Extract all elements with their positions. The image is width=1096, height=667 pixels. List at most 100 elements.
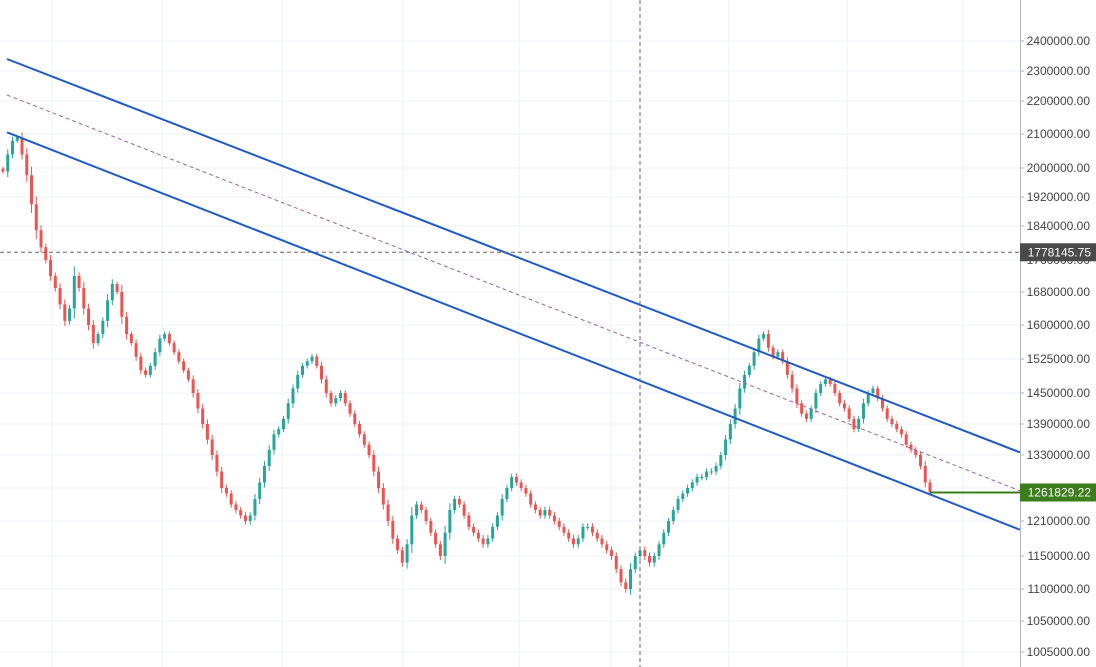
candle-down xyxy=(462,504,466,516)
y-tick-label: 2200000.00 xyxy=(1027,94,1091,108)
candle-down xyxy=(324,379,328,393)
candle-down xyxy=(243,515,247,521)
candle-down xyxy=(605,544,609,551)
candle-down xyxy=(315,356,319,366)
candle-down xyxy=(115,284,119,292)
candle-down xyxy=(210,439,214,455)
candle-up xyxy=(148,365,152,375)
candle-up xyxy=(662,532,666,545)
candle-up xyxy=(586,526,590,528)
candle-down xyxy=(177,352,181,362)
candle-down xyxy=(842,403,846,409)
candle-up xyxy=(581,526,585,539)
candle-up xyxy=(857,418,861,430)
candle-down xyxy=(457,499,461,505)
candle-down xyxy=(20,137,24,155)
candle-down xyxy=(139,356,143,371)
candle-down xyxy=(434,532,438,545)
crosshair-price-label: 1778145.75 xyxy=(1028,245,1092,259)
candle-down xyxy=(381,488,385,505)
candle-down xyxy=(348,403,352,414)
candle-down xyxy=(790,374,794,389)
candle-up xyxy=(405,544,409,563)
candle-down xyxy=(766,334,770,348)
candle-down xyxy=(880,398,884,409)
candle-up xyxy=(700,477,704,478)
candle-up xyxy=(153,352,157,366)
candle-up xyxy=(500,499,504,516)
candle-up xyxy=(823,379,827,384)
candle-down xyxy=(362,434,366,445)
candle-up xyxy=(110,284,114,301)
candle-up xyxy=(752,352,756,366)
candle-down xyxy=(928,482,932,493)
candle-up xyxy=(714,466,718,472)
y-tick-label: 1680000.00 xyxy=(1027,285,1091,299)
candle-up xyxy=(724,439,728,455)
candle-down xyxy=(144,370,148,375)
candle-down xyxy=(467,515,471,527)
last-price-label: 1261829.22 xyxy=(1028,485,1092,499)
candle-down xyxy=(914,449,918,455)
candle-up xyxy=(576,538,580,545)
candle-down xyxy=(234,504,238,510)
candle-down xyxy=(795,388,799,404)
candle-down xyxy=(34,204,38,231)
candle-down xyxy=(419,504,423,510)
candle-down xyxy=(923,466,927,483)
candle-down xyxy=(562,526,566,533)
candle-down xyxy=(196,393,200,409)
y-tick-label: 1920000.00 xyxy=(1027,190,1091,204)
candle-up xyxy=(305,361,309,366)
y-tick-label: 1005000.00 xyxy=(1027,645,1091,659)
price-axis[interactable]: 2400000.00 2300000.00 2200000.00 2100000.00… xyxy=(1020,0,1096,667)
candle-down xyxy=(833,383,837,393)
candle-down xyxy=(781,352,785,362)
candle-up xyxy=(11,140,15,155)
candle-down xyxy=(30,175,34,205)
last-price-badge: 1261829.22 xyxy=(1020,483,1096,502)
candle-up xyxy=(762,334,766,339)
candle-down xyxy=(396,538,400,551)
channel-lower-line[interactable] xyxy=(6,131,1021,531)
candle-up xyxy=(15,137,19,141)
candle-up xyxy=(248,515,252,521)
candle-up xyxy=(453,499,457,510)
candle-down xyxy=(186,370,190,380)
candle-up xyxy=(543,510,547,516)
candle-up xyxy=(686,488,690,494)
channel-upper-line[interactable] xyxy=(6,58,1021,454)
y-tick-label: 1100000.00 xyxy=(1027,582,1090,596)
candle-up xyxy=(866,393,870,404)
candle-down xyxy=(904,434,908,445)
y-tick-label: 1600000.00 xyxy=(1027,318,1091,332)
candle-up xyxy=(667,521,671,533)
candle-down xyxy=(220,471,224,488)
candle-down xyxy=(239,510,243,516)
candle-down xyxy=(847,408,851,419)
candle-up xyxy=(733,408,737,424)
candle-up xyxy=(267,449,271,466)
candle-up xyxy=(709,471,713,473)
channel-median-line[interactable] xyxy=(6,94,1021,492)
candle-up xyxy=(486,538,490,545)
candle-up xyxy=(657,544,661,556)
candle-down xyxy=(624,582,628,589)
candle-down xyxy=(557,521,561,527)
candle-down xyxy=(353,413,357,424)
candle-down xyxy=(87,308,91,325)
candle-up xyxy=(68,308,72,321)
candle-down xyxy=(367,444,371,455)
candle-down xyxy=(377,471,381,488)
candle-down xyxy=(320,365,324,380)
candle-down xyxy=(343,393,347,404)
candle-down xyxy=(205,424,209,440)
candle-down xyxy=(49,260,53,276)
candle-up xyxy=(339,393,343,399)
candle-down xyxy=(58,288,62,305)
candle-up xyxy=(286,403,290,419)
y-tick-labels: 2400000.00 2300000.00 2200000.00 2100000.00… xyxy=(1020,34,1090,659)
candle-down xyxy=(481,538,485,545)
parallel-channel[interactable] xyxy=(6,58,1021,531)
